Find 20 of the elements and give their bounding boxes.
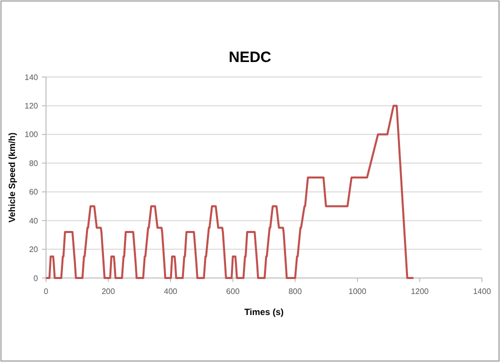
y-tick-label: 80 [29,158,39,168]
y-axis-title: Vehicle Speed (km/h) [7,132,17,223]
x-tick-label: 1200 [410,287,430,296]
x-tick-label: 1400 [473,287,492,296]
x-tick-label: 400 [164,287,178,296]
x-tick-label: 1000 [348,287,367,296]
x-tick-label: 800 [288,287,302,296]
y-tick-label: 0 [34,274,39,283]
y-tick-label: 100 [24,130,39,140]
chart-title: NEDC [228,49,272,66]
y-tick-label: 20 [29,245,39,254]
x-axis-title: Times (s) [244,307,284,317]
x-tick-label: 600 [226,287,240,296]
line-series [45,104,414,279]
y-tick-label: 140 [24,72,39,82]
y-tick-label: 40 [29,216,39,226]
y-tick-label: 120 [24,102,39,111]
x-tick-label: 200 [102,287,116,296]
y-tick-label: 60 [29,188,39,197]
x-tick-label: 0 [44,287,49,296]
